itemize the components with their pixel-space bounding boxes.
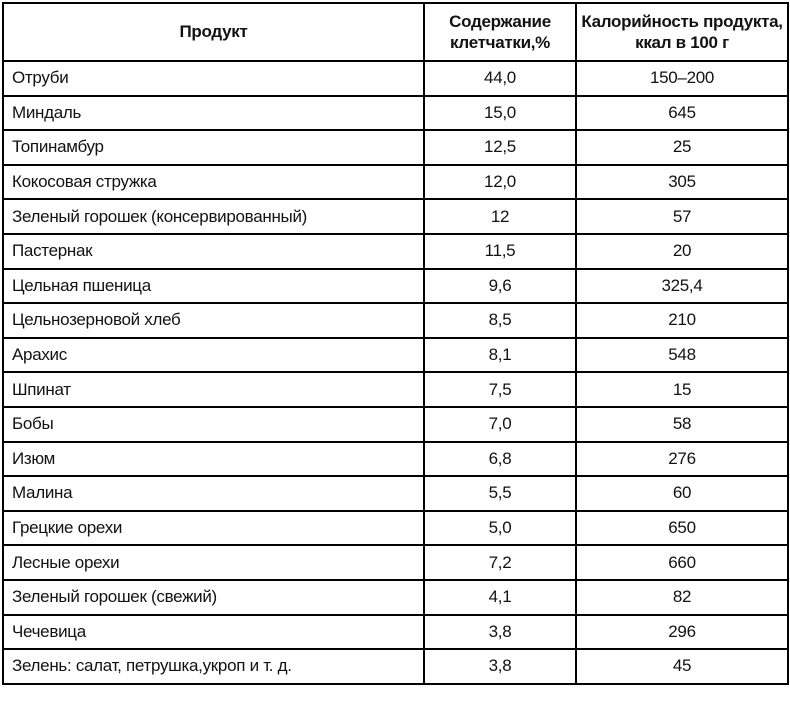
kcal-cell: 20 — [575, 232, 789, 270]
table-row: Малина 5,5 60 — [2, 475, 789, 512]
table-row: Миндаль 15,0 645 — [2, 94, 789, 132]
table-body: Отруби 44,0 150–200 Миндаль 15,0 645 Топинамбу… — [2, 60, 789, 685]
kcal-cell: 650 — [575, 509, 789, 547]
table-row: Отруби 44,0 150–200 — [2, 60, 789, 97]
table-row: Грецкие орехи 5,0 650 — [2, 509, 789, 547]
table-row: Кокосовая стружка 12,0 305 — [2, 163, 789, 201]
product-cell: Лесные орехи — [2, 544, 425, 581]
fiber-calorie-table-container: Продукт Содержание клетчатки,% Калорийно… — [2, 2, 789, 685]
fiber-percent-cell: 3,8 — [423, 613, 577, 651]
product-cell: Отруби — [2, 60, 425, 97]
header-row: Продукт Содержание клетчатки,% Калорийно… — [2, 2, 789, 62]
product-cell: Зеленый горошек (свежий) — [2, 578, 425, 616]
table-row: Изюм 6,8 276 — [2, 440, 789, 478]
fiber-percent-cell: 8,5 — [423, 302, 577, 339]
fiber-percent-cell: 6,8 — [423, 440, 577, 478]
table-row: Бобы 7,0 58 — [2, 405, 789, 443]
table-row: Зеленый горошек (свежий) 4,1 82 — [2, 578, 789, 616]
fiber-percent-cell: 11,5 — [423, 232, 577, 270]
fiber-percent-cell: 7,2 — [423, 544, 577, 581]
kcal-cell: 15 — [575, 371, 789, 408]
product-cell: Зелень: салат, петрушка,укроп и т. д. — [2, 648, 425, 685]
kcal-cell: 58 — [575, 405, 789, 443]
table-row: Зелень: салат, петрушка,укроп и т. д. 3,8… — [2, 648, 789, 685]
product-cell: Чечевица — [2, 613, 425, 651]
table-row: Лесные орехи 7,2 660 — [2, 544, 789, 581]
header-product: Продукт — [2, 2, 425, 62]
fiber-percent-cell: 12,0 — [423, 163, 577, 201]
table-row: Цельная пшеница 9,6 325,4 — [2, 267, 789, 305]
fiber-calorie-table: Продукт Содержание клетчатки,% Калорийно… — [2, 2, 789, 685]
kcal-cell: 305 — [575, 163, 789, 201]
product-cell: Миндаль — [2, 94, 425, 132]
kcal-cell: 645 — [575, 94, 789, 132]
fiber-percent-cell: 3,8 — [423, 648, 577, 685]
product-cell: Грецкие орехи — [2, 509, 425, 547]
product-cell: Цельнозерновой хлеб — [2, 302, 425, 339]
table-row: Цельнозерновой хлеб 8,5 210 — [2, 302, 789, 339]
header-fiber-percent: Содержание клетчатки,% — [423, 2, 577, 62]
product-cell: Шпинат — [2, 371, 425, 408]
product-cell: Топинамбур — [2, 129, 425, 166]
kcal-cell: 660 — [575, 544, 789, 581]
product-cell: Кокосовая стружка — [2, 163, 425, 201]
fiber-percent-cell: 7,5 — [423, 371, 577, 408]
table-row: Топинамбур 12,5 25 — [2, 129, 789, 166]
fiber-percent-cell: 8,1 — [423, 336, 577, 374]
table-row: Зеленый горошек (консервированный) 12 57 — [2, 198, 789, 235]
kcal-cell: 548 — [575, 336, 789, 374]
kcal-cell: 296 — [575, 613, 789, 651]
kcal-cell: 45 — [575, 648, 789, 685]
product-cell: Зеленый горошек (консервированный) — [2, 198, 425, 235]
kcal-cell: 210 — [575, 302, 789, 339]
table-row: Арахис 8,1 548 — [2, 336, 789, 374]
fiber-percent-cell: 12 — [423, 198, 577, 235]
table-header: Продукт Содержание клетчатки,% Калорийно… — [2, 2, 789, 62]
fiber-percent-cell: 15,0 — [423, 94, 577, 132]
fiber-percent-cell: 9,6 — [423, 267, 577, 305]
kcal-cell: 82 — [575, 578, 789, 616]
header-kcal: Калорийность продукта, ккал в 100 г — [575, 2, 789, 62]
table-row: Шпинат 7,5 15 — [2, 371, 789, 408]
product-cell: Цельная пшеница — [2, 267, 425, 305]
fiber-percent-cell: 4,1 — [423, 578, 577, 616]
kcal-cell: 325,4 — [575, 267, 789, 305]
kcal-cell: 150–200 — [575, 60, 789, 97]
table-row: Пастернак 11,5 20 — [2, 232, 789, 270]
product-cell: Малина — [2, 475, 425, 512]
product-cell: Бобы — [2, 405, 425, 443]
kcal-cell: 57 — [575, 198, 789, 235]
kcal-cell: 60 — [575, 475, 789, 512]
product-cell: Пастернак — [2, 232, 425, 270]
product-cell: Арахис — [2, 336, 425, 374]
fiber-percent-cell: 44,0 — [423, 60, 577, 97]
kcal-cell: 276 — [575, 440, 789, 478]
table-row: Чечевица 3,8 296 — [2, 613, 789, 651]
kcal-cell: 25 — [575, 129, 789, 166]
fiber-percent-cell: 5,0 — [423, 509, 577, 547]
fiber-percent-cell: 12,5 — [423, 129, 577, 166]
fiber-percent-cell: 7,0 — [423, 405, 577, 443]
product-cell: Изюм — [2, 440, 425, 478]
fiber-percent-cell: 5,5 — [423, 475, 577, 512]
